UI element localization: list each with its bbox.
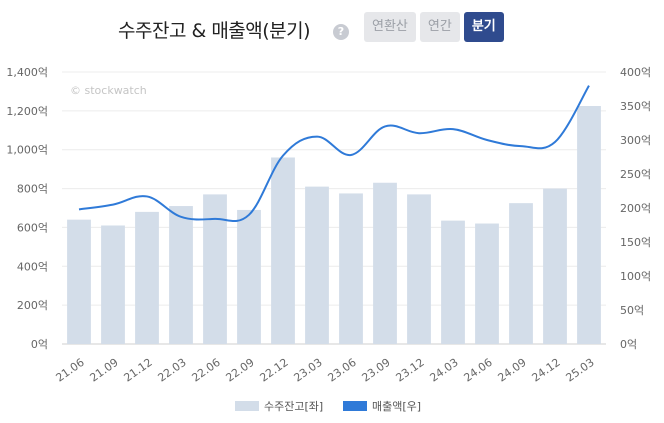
right-axis-tick: 0억 <box>620 338 637 351</box>
legend-swatch-sales <box>343 401 367 411</box>
bar <box>135 211 159 344</box>
bar <box>237 209 261 344</box>
x-axis-tick: 23.06 <box>325 356 358 385</box>
bar <box>101 225 125 344</box>
x-axis-tick: 24.03 <box>427 356 460 385</box>
bar <box>441 220 465 344</box>
bar <box>407 194 431 344</box>
bar <box>203 194 227 344</box>
tab-annual[interactable]: 연간 <box>419 12 460 42</box>
right-axis-tick: 150억 <box>620 236 651 249</box>
x-axis-tick: 25.03 <box>563 356 596 385</box>
left-axis-tick: 200억 <box>17 299 48 312</box>
x-axis-tick: 22.09 <box>223 356 256 385</box>
left-axis-tick: 800억 <box>17 183 48 196</box>
legend-item-sales[interactable]: 매출액[우] <box>343 398 421 414</box>
right-axis-tick: 300억 <box>620 134 651 147</box>
left-axis-tick: 600억 <box>17 221 48 234</box>
left-axis-tick: 1,000억 <box>6 144 48 157</box>
legend-swatch-backlog <box>235 401 259 411</box>
tab-quarterly[interactable]: 분기 <box>463 12 504 42</box>
left-axis-tick: 1,400억 <box>6 66 48 79</box>
watermark: © stockwatch <box>70 84 147 97</box>
x-axis-tick: 23.09 <box>359 356 392 385</box>
bar <box>543 188 567 344</box>
bar <box>67 219 91 344</box>
help-icon[interactable]: ? <box>333 24 349 40</box>
legend: 수주잔고[좌] 매출액[우] <box>0 398 664 418</box>
x-axis-tick: 23.12 <box>393 356 426 385</box>
bar <box>577 106 601 344</box>
bar <box>169 206 193 344</box>
right-axis-tick: 100억 <box>620 270 651 283</box>
x-axis-tick: 22.03 <box>155 356 188 385</box>
bar <box>339 193 363 344</box>
legend-item-backlog[interactable]: 수주잔고[좌] <box>235 398 323 414</box>
legend-label-backlog: 수주잔고[좌] <box>264 400 324 413</box>
sales-line <box>78 85 590 222</box>
bar <box>305 186 329 344</box>
bar <box>475 223 499 344</box>
right-axis-tick: 200억 <box>620 202 651 215</box>
x-axis-tick: 24.09 <box>495 356 528 385</box>
x-axis-tick: 21.06 <box>53 356 86 385</box>
right-axis-tick: 50억 <box>620 304 644 317</box>
x-axis-tick: 24.12 <box>529 356 562 385</box>
right-axis-tick: 250억 <box>620 168 651 181</box>
right-axis-tick: 400억 <box>620 66 651 79</box>
tab-annualized[interactable]: 연환산 <box>364 12 416 42</box>
legend-label-sales: 매출액[우] <box>372 400 422 413</box>
x-axis-tick: 21.12 <box>121 356 154 385</box>
bar <box>271 157 295 344</box>
period-tabs: 연환산 연간 분기 <box>364 12 504 42</box>
x-axis-tick: 21.09 <box>87 356 120 385</box>
x-axis-tick: 22.06 <box>189 356 222 385</box>
left-axis-tick: 400억 <box>17 260 48 273</box>
bar <box>509 203 533 344</box>
right-axis-tick: 350억 <box>620 100 651 113</box>
bar <box>373 182 397 344</box>
x-axis-tick: 22.12 <box>257 356 290 385</box>
chart-title: 수주잔고 & 매출액(분기) <box>118 20 311 42</box>
left-axis-tick: 1,200억 <box>6 105 48 118</box>
x-axis-tick: 23.03 <box>291 356 324 385</box>
left-axis-tick: 0억 <box>31 338 48 351</box>
chart-header: 수주잔고 & 매출액(분기) ? 연환산 연간 분기 <box>0 10 664 46</box>
x-axis-tick: 24.06 <box>461 356 494 385</box>
